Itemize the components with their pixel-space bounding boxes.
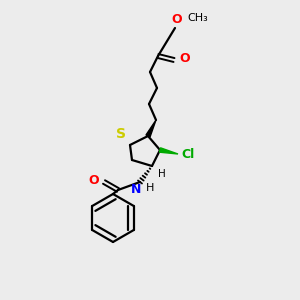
Polygon shape bbox=[160, 148, 178, 154]
Text: Cl: Cl bbox=[181, 148, 194, 160]
Text: O: O bbox=[179, 52, 190, 65]
Text: S: S bbox=[116, 127, 126, 141]
Text: N: N bbox=[130, 183, 141, 196]
Text: H: H bbox=[146, 183, 154, 193]
Text: O: O bbox=[88, 175, 99, 188]
Text: O: O bbox=[172, 13, 182, 26]
Polygon shape bbox=[146, 120, 156, 137]
Text: H: H bbox=[158, 169, 166, 179]
Text: CH₃: CH₃ bbox=[187, 13, 208, 23]
